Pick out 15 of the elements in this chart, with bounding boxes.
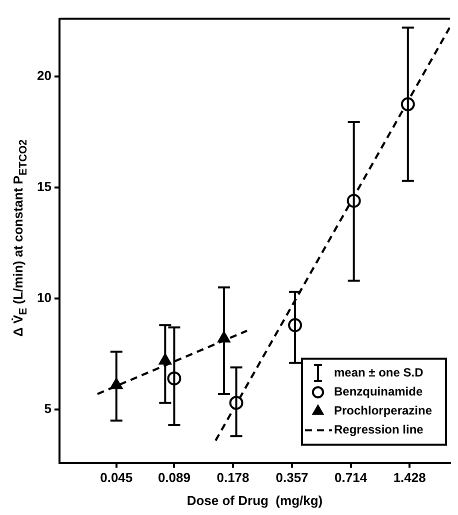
y-tick-label: 20 xyxy=(36,68,52,84)
x-tick-label: 0.357 xyxy=(276,470,308,486)
legend-label: Regression line xyxy=(334,422,424,437)
x-tick-label: 0.178 xyxy=(216,470,250,486)
y-tick-label: 5 xyxy=(44,401,52,416)
y-tick-label: 15 xyxy=(36,179,52,194)
y-tick-label: 10 xyxy=(36,290,52,306)
annotation: mean ± one S.D xyxy=(334,366,424,380)
x-tick-label: 1.428 xyxy=(393,470,426,486)
x-tick-label: 0.089 xyxy=(158,470,190,486)
x-tick-label: 0.714 xyxy=(334,470,368,486)
x-axis-title: Dose of Drug (mg/kg) xyxy=(186,492,323,508)
legend-label: Benzquinamide xyxy=(334,384,423,399)
legend-label: Prochlorperazine xyxy=(334,404,432,418)
x-tick-label: 0.045 xyxy=(100,470,133,486)
